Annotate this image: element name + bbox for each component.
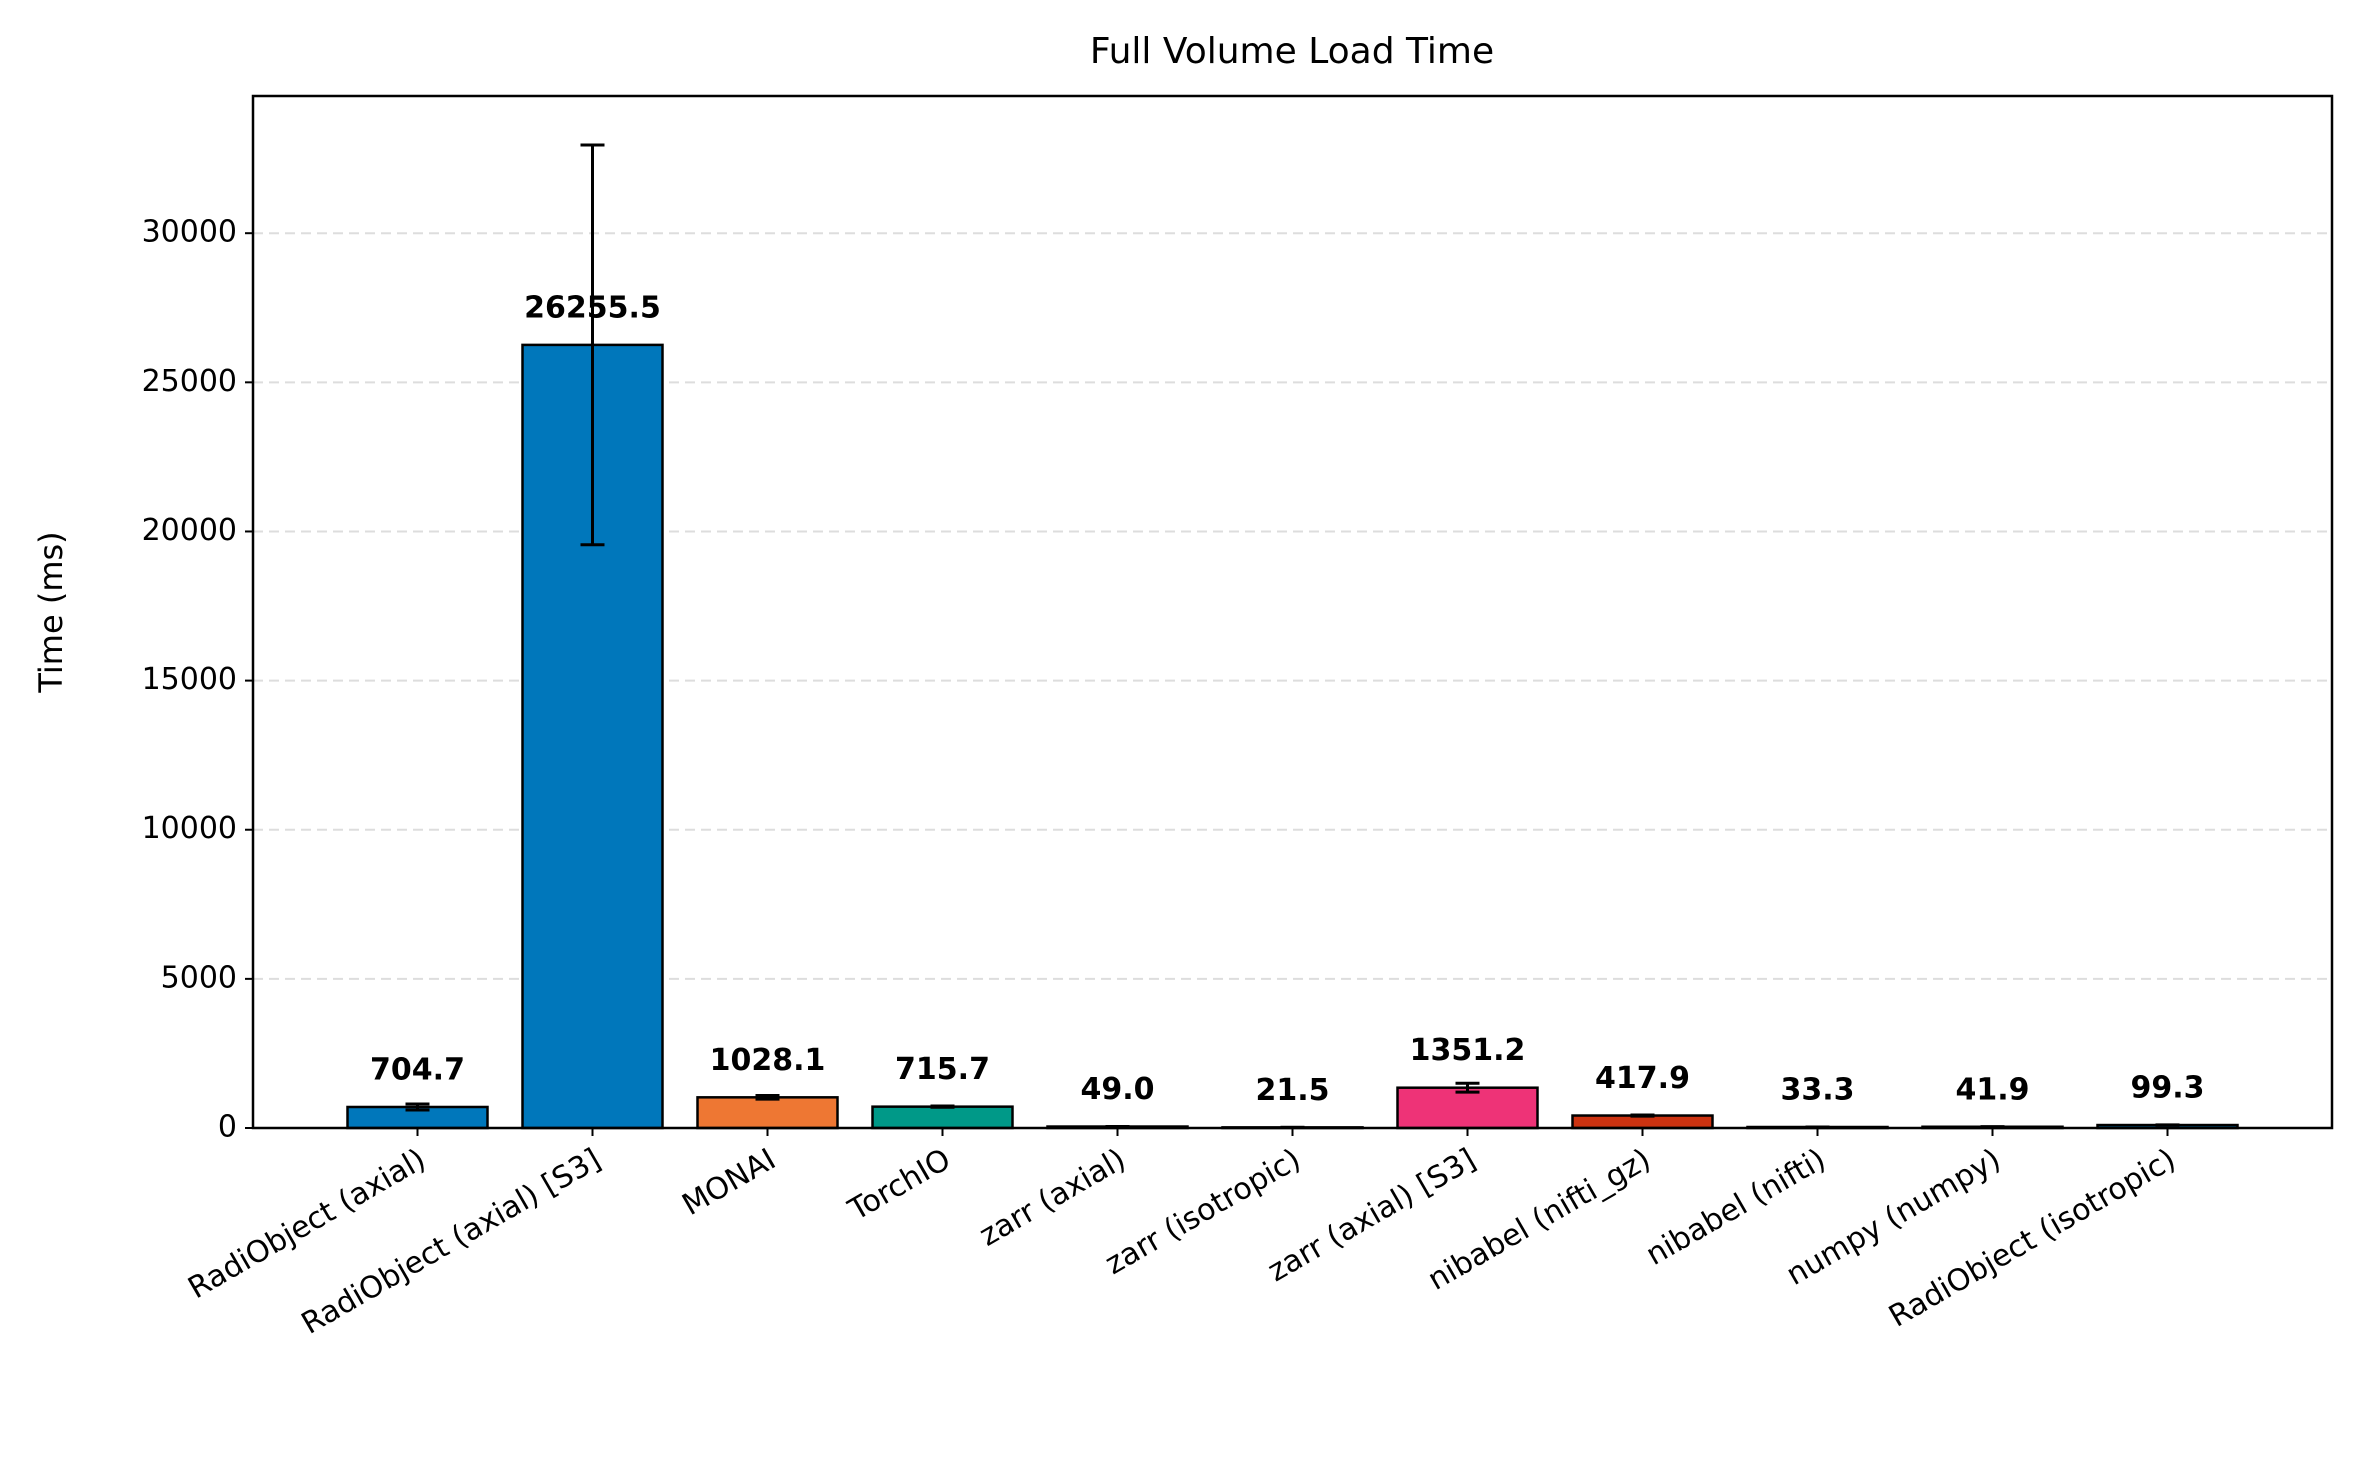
chart-title: Full Volume Load Time <box>1090 31 1494 72</box>
bar <box>696 1096 839 1130</box>
y-axis-label: Time (ms) <box>32 531 70 693</box>
value-label: 21.5 <box>1255 1073 1329 1108</box>
y-tick-label: 5000 <box>161 960 237 995</box>
value-label: 41.9 <box>1955 1072 2029 1107</box>
y-tick-label: 15000 <box>142 662 237 697</box>
value-label: 99.3 <box>2130 1071 2204 1106</box>
x-tick-label: zarr (axial) <box>974 1142 1132 1254</box>
value-label: 704.7 <box>370 1052 465 1087</box>
y-tick-label: 20000 <box>142 513 237 548</box>
value-label: 33.3 <box>1780 1073 1854 1108</box>
value-label: 715.7 <box>895 1052 990 1087</box>
value-label: 1028.1 <box>710 1043 826 1078</box>
value-label: 26255.5 <box>524 290 661 325</box>
y-tick-label: 0 <box>218 1110 237 1145</box>
value-label: 417.9 <box>1595 1061 1690 1096</box>
y-tick-label: 10000 <box>142 811 237 846</box>
x-tick-label: RadiObject (isotropic) <box>1883 1142 2182 1335</box>
bar <box>871 1105 1014 1130</box>
x-tick-label: MONAI <box>677 1142 782 1223</box>
y-tick-label: 25000 <box>142 364 237 399</box>
bar <box>1396 1086 1539 1130</box>
plot-frame <box>251 94 2334 1130</box>
x-tick-label: TorchIO <box>842 1142 957 1228</box>
y-tick-label: 30000 <box>142 215 237 250</box>
value-label: 49.0 <box>1080 1072 1154 1107</box>
value-label: 1351.2 <box>1410 1033 1526 1068</box>
x-tick-label: RadiObject (axial) [S3] <box>296 1142 607 1342</box>
